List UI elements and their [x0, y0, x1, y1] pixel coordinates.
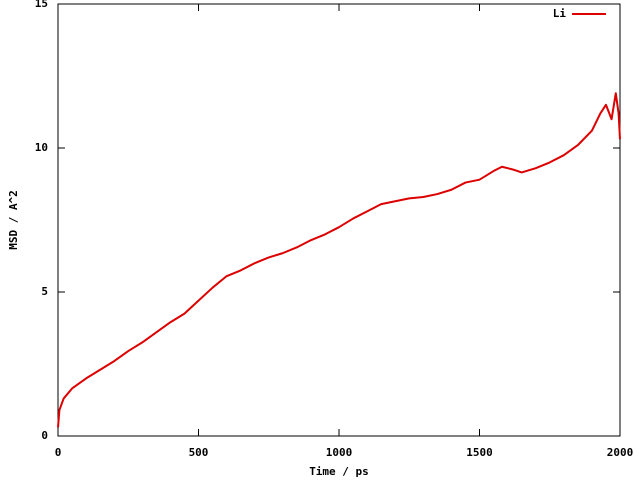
y-tick-label: 15 — [35, 0, 48, 10]
y-tick-label: 0 — [41, 429, 48, 442]
y-axis-label: MSD / A^2 — [7, 190, 20, 250]
plot-border — [57, 3, 621, 437]
y-tick-label: 10 — [35, 141, 48, 154]
data-line — [57, 92, 621, 428]
y-tick-label: 5 — [41, 285, 48, 298]
legend-label: Li — [553, 7, 567, 20]
x-tick-label: 2000 — [607, 446, 634, 459]
x-axis-label: Time / ps — [309, 465, 369, 478]
x-tick-label: 500 — [189, 446, 209, 459]
x-tick-label: 1500 — [466, 446, 493, 459]
x-tick-label: 1000 — [326, 446, 353, 459]
x-tick-label: 0 — [55, 446, 62, 459]
